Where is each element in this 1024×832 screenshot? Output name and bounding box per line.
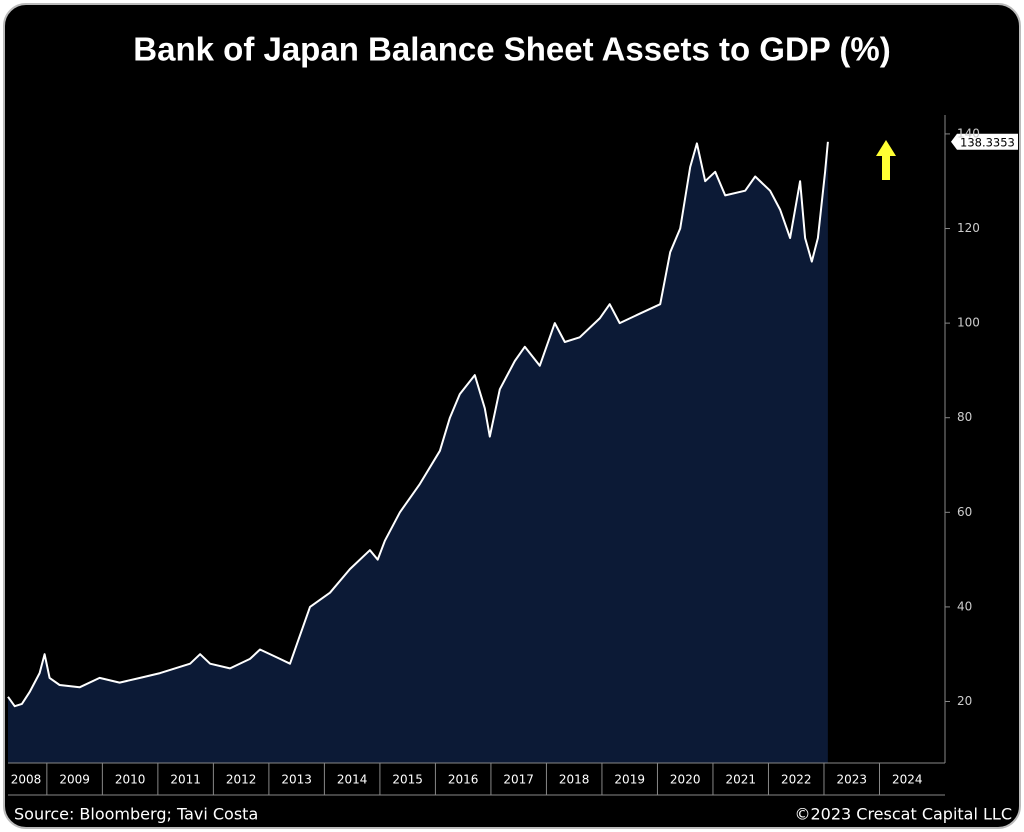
x-tick-label: 2016 [448,773,479,787]
chart-title: Bank of Japan Balance Sheet Assets to GD… [133,31,890,68]
y-tick-label: 40 [957,599,972,613]
x-tick-label: 2008 [11,773,42,787]
x-tick-label: 2010 [115,773,146,787]
arrow [876,140,896,180]
x-tick-label: 2013 [281,773,312,787]
x-tick-label: 2022 [781,773,812,787]
x-tick-label: 2017 [503,773,534,787]
value-label-box [951,133,1018,150]
y-tick-label: 120 [957,221,980,235]
x-tick-label: 2024 [892,773,923,787]
x-tick-label: 2018 [559,773,590,787]
x-tick-label: 2015 [392,773,423,787]
copyright: ©2023 Crescat Capital LLC [794,805,1012,824]
x-tick-label: 2014 [337,773,368,787]
x-tick-label: 2009 [59,773,90,787]
value-label: 138.3353 [960,135,1015,149]
x-tick-label: 2021 [725,773,756,787]
y-tick-label: 20 [957,694,972,708]
line [7,141,829,708]
y-tick-label: 100 [957,316,980,330]
y-tick-label: 60 [957,505,972,519]
plot: 138.3353 20 40 60 80 100 120 140 2008 2009 2010 201… [7,115,1018,796]
x-tick-label: 2012 [226,773,257,787]
area [8,141,828,764]
y-tick-label: 140 [957,126,980,140]
x-tick-label: 2011 [170,773,201,787]
source: Source: Bloomberg; Tavi Costa [14,805,258,824]
x-tick-label: 2023 [836,773,867,787]
x-tick-label: 2020 [670,773,701,787]
y-tick-label: 80 [957,410,972,424]
x-tick-label: 2019 [614,773,645,787]
